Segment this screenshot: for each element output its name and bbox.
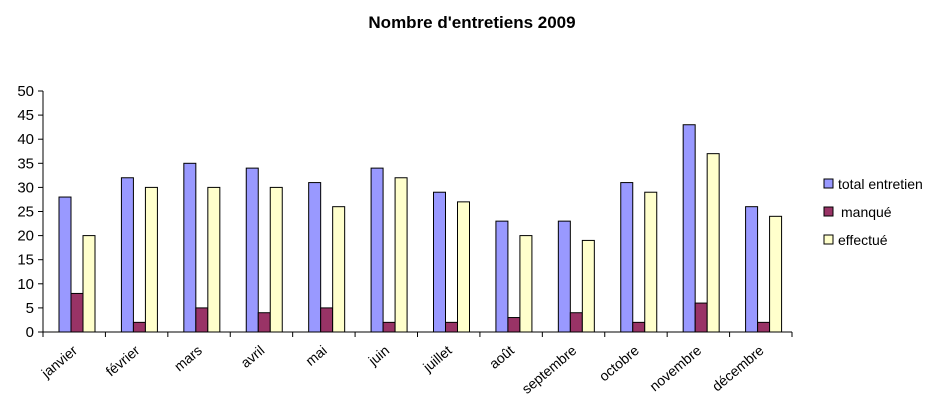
bar-done (207, 186, 221, 333)
bar-total (495, 220, 509, 333)
y-tick-label: 0 (26, 324, 34, 341)
legend-swatch (823, 234, 834, 245)
bar-missed (507, 317, 521, 333)
y-tick-label: 10 (17, 276, 34, 293)
x-category-label: avril (237, 342, 267, 371)
y-tick-label: 15 (17, 252, 34, 269)
y-tick-label: 35 (17, 155, 34, 172)
bar-total (308, 182, 322, 333)
y-tick-label: 50 (17, 83, 34, 100)
bars (58, 124, 783, 333)
bar-missed (132, 321, 146, 333)
y-tick-label: 25 (17, 204, 34, 221)
bar-done (457, 201, 470, 333)
x-category-label: décembre (709, 342, 767, 394)
bar-missed (632, 321, 646, 333)
bar-missed (320, 307, 334, 333)
bar-done (269, 186, 283, 333)
legend-swatch (823, 178, 834, 189)
bar-done (519, 235, 533, 333)
bar-total (682, 124, 696, 333)
bar-total (557, 220, 571, 333)
y-tick-label: 5 (26, 300, 34, 317)
bar-done (644, 191, 658, 333)
legend-label: effectué (838, 232, 888, 248)
x-category-label: novembre (646, 342, 704, 394)
bar-missed (382, 321, 396, 333)
bar-missed (694, 302, 708, 333)
y-tick-label: 40 (17, 131, 34, 148)
bar-total (183, 162, 197, 333)
legend-label: total entretien (838, 176, 923, 192)
bar-missed (257, 312, 271, 333)
x-category-label: octobre (596, 342, 642, 384)
x-category-label: juin (364, 342, 392, 369)
legend-label: manqué (841, 204, 892, 220)
x-category-label: février (102, 342, 142, 379)
bar-missed (70, 292, 84, 333)
x-category-label: mars (171, 342, 205, 374)
legend-swatch (823, 206, 834, 217)
bar-total (433, 191, 446, 333)
bar-done (394, 177, 408, 333)
bar-total (620, 182, 634, 333)
bar-total (370, 167, 384, 333)
x-category-label: janvier (37, 342, 80, 382)
bar-missed (195, 307, 209, 333)
bar-missed (569, 312, 583, 333)
bar-done (82, 235, 96, 333)
bar-missed (757, 321, 771, 333)
bar-total (745, 206, 759, 333)
legend: total entretien manqué effectué (823, 176, 923, 248)
x-category-label: septembre (519, 342, 580, 397)
bar-total (245, 167, 259, 333)
bar-done (706, 153, 720, 333)
x-category-label: mai (302, 342, 330, 369)
bar-total (58, 196, 72, 333)
bar-done (332, 206, 346, 333)
y-tick-label: 20 (17, 228, 34, 245)
chart-title: Nombre d'entretiens 2009 (368, 13, 575, 32)
y-tick-label: 30 (17, 179, 34, 196)
x-category-label: juillet (419, 342, 455, 375)
bar-total (120, 177, 134, 333)
y-tick-label: 45 (17, 107, 34, 124)
bar-missed (445, 321, 458, 333)
bar-done (144, 186, 158, 333)
bar-done (769, 215, 783, 333)
bar-done (581, 239, 595, 333)
x-category-label: août (486, 342, 517, 372)
